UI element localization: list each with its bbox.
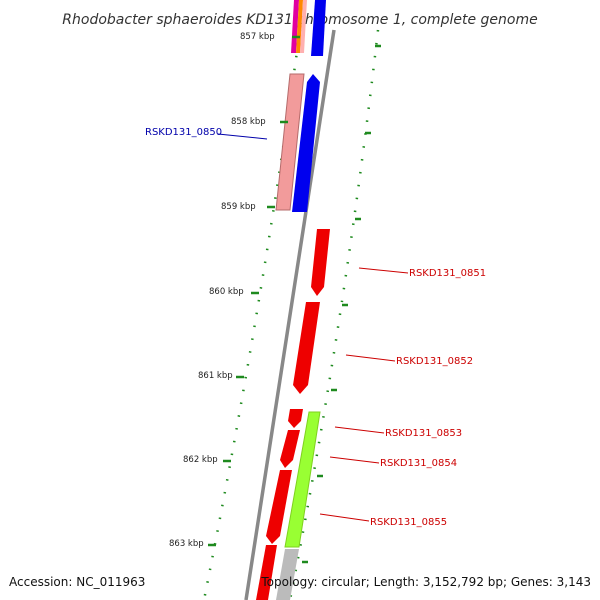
gene-arrow-0855 <box>256 545 277 600</box>
ruler-label-862: 862 kbp <box>183 455 218 465</box>
leader-line-0853 <box>334 426 385 434</box>
leader-line-0854 <box>329 456 380 464</box>
kbp-ruler: 857 kbp 858 kbp 859 kbp 860 kbp 861 kbp … <box>169 32 300 549</box>
gene-label-0851[interactable]: RSKD131_0851 <box>358 267 486 279</box>
genome-backbone <box>244 29 336 600</box>
gene-label-text-0854[interactable]: RSKD131_0854 <box>380 458 457 469</box>
leader-line-0852 <box>345 354 396 362</box>
gene-label-0852[interactable]: RSKD131_0852 <box>345 354 473 367</box>
gene-label-text-0855[interactable]: RSKD131_0855 <box>370 517 447 528</box>
feature-cluster-top <box>291 0 326 56</box>
shaded-feature-0850 <box>275 73 305 211</box>
gene-label-text-0853[interactable]: RSKD131_0853 <box>385 428 462 439</box>
ruler-label-858: 858 kbp <box>231 117 266 127</box>
ruler-label-859: 859 kbp <box>221 202 256 212</box>
right-track-ticks <box>302 44 381 564</box>
ruler-label-863: 863 kbp <box>169 539 204 549</box>
gene-label-text-0850[interactable]: RSKD131_0850 <box>145 127 222 138</box>
gene-label-0855[interactable]: RSKD131_0855 <box>319 513 447 528</box>
gene-arrow-0850 <box>292 74 320 212</box>
ruler-label-861: 861 kbp <box>198 371 233 381</box>
gene-label-0850[interactable]: RSKD131_0850 <box>145 127 268 140</box>
gene-arrow-0851 <box>311 229 330 296</box>
ruler-label-860: 860 kbp <box>209 287 244 297</box>
accession-text: Accession: NC_011963 <box>9 575 145 589</box>
leader-line-0850 <box>217 133 268 140</box>
gene-arrow-0854 <box>266 470 292 544</box>
leader-line-0855 <box>319 513 370 522</box>
gc-skew-feature <box>284 411 321 548</box>
genome-summary-text: Topology: circular; Length: 3,152,792 bp… <box>260 575 591 589</box>
leader-line-0851 <box>358 267 409 274</box>
gene-arrow-0853b <box>280 430 300 468</box>
gene-label-text-0852[interactable]: RSKD131_0852 <box>396 356 473 367</box>
gene-arrow-0853a <box>288 409 303 428</box>
gene-label-0854[interactable]: RSKD131_0854 <box>329 456 457 469</box>
gene-arrow-0852 <box>293 302 320 394</box>
gene-track <box>256 74 330 600</box>
ruler-label-857: 857 kbp <box>240 32 275 42</box>
gene-label-0853[interactable]: RSKD131_0853 <box>334 426 462 439</box>
gene-label-text-0851[interactable]: RSKD131_0851 <box>409 268 486 279</box>
grey-feature <box>276 549 299 600</box>
